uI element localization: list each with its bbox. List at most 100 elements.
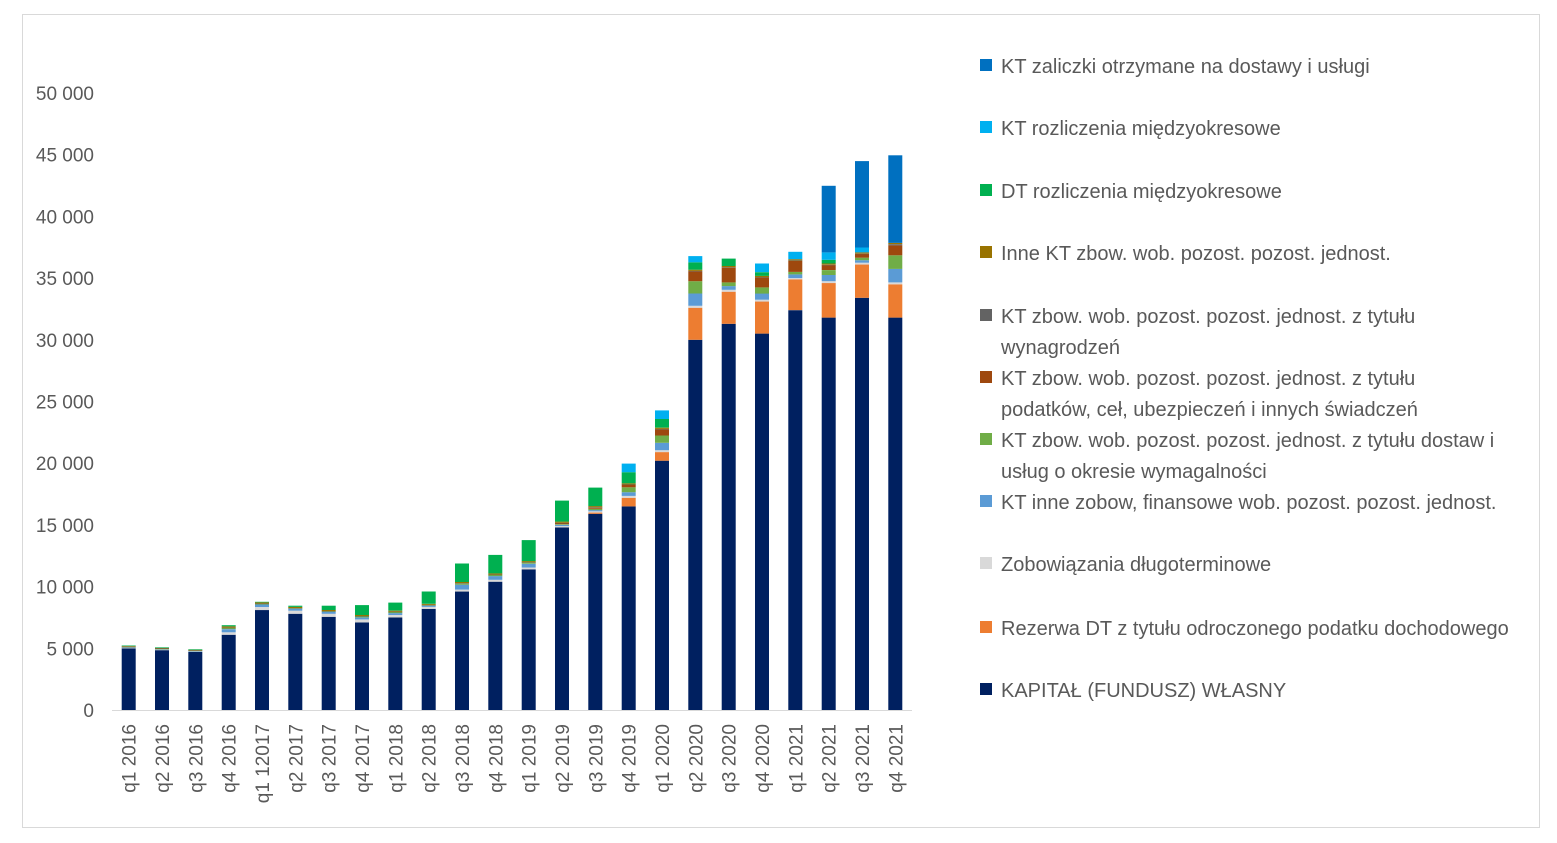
bars xyxy=(121,155,903,710)
bar-segment xyxy=(721,286,736,290)
bar-segment xyxy=(255,604,269,607)
bar-segment xyxy=(421,608,436,710)
bar-segment xyxy=(388,611,403,613)
bar-segment xyxy=(788,271,803,275)
bar-segment xyxy=(355,605,369,615)
bar-segment xyxy=(321,611,336,614)
bar-segment xyxy=(555,522,569,524)
bar-segment xyxy=(688,271,703,282)
bar-segment xyxy=(521,562,536,563)
bar-segment xyxy=(588,487,603,507)
bar-segment xyxy=(521,562,536,564)
bar-segment xyxy=(421,604,436,606)
x-axis-labels: q1 2016 q2 2016 q3 2016 q4 2016 q1 12017 q2 2… xyxy=(120,724,908,803)
bar-segment xyxy=(655,460,669,710)
bar-segment xyxy=(255,602,269,604)
bar-segment xyxy=(188,651,203,652)
y-tick-label: 5 000 xyxy=(46,639,94,660)
legend-swatch xyxy=(980,621,992,633)
legend-label: KAPITAŁ (FUNDUSZ) WŁASNY xyxy=(1001,680,1287,702)
bar-segment xyxy=(355,616,369,617)
bar-segment xyxy=(488,554,503,574)
legend-label: KT rozliczenia międzyokresowe xyxy=(1001,118,1281,140)
bar-segment xyxy=(755,277,769,288)
x-tick-label: q4 2019 xyxy=(620,724,641,793)
bar-segment xyxy=(755,277,769,278)
x-tick-label: q4 2016 xyxy=(220,724,241,793)
bar-segment xyxy=(555,524,569,527)
bar-segment xyxy=(255,610,269,710)
bar-segment xyxy=(788,260,803,261)
bar-segment xyxy=(821,275,836,282)
y-tick-label: 0 xyxy=(83,701,94,722)
bar-segment xyxy=(388,613,403,615)
x-tick-label: q3 2016 xyxy=(186,724,207,793)
bar-segment xyxy=(155,648,169,649)
bar-segment xyxy=(621,484,636,488)
bar-segment xyxy=(855,260,869,263)
bar-segment xyxy=(155,649,169,650)
legend-swatch xyxy=(980,683,992,695)
bar-segment xyxy=(288,607,303,608)
bar-segment xyxy=(755,272,769,276)
bar-segment xyxy=(888,155,903,243)
bar-segment xyxy=(221,632,236,635)
legend-swatch xyxy=(980,121,992,133)
bar-segment xyxy=(588,507,603,508)
bar-segment xyxy=(688,269,703,271)
bar-segment xyxy=(255,603,269,605)
bar-segment xyxy=(821,263,836,265)
bar-segment xyxy=(688,281,703,294)
bar-segment xyxy=(421,591,436,604)
bar-segment xyxy=(221,634,236,710)
bar-segment xyxy=(555,500,569,522)
bar-segment xyxy=(188,651,203,652)
legend-label: DT rozliczenia międzyokresowe xyxy=(1001,181,1282,203)
bar-segment xyxy=(455,582,469,584)
y-tick-label: 15 000 xyxy=(36,516,94,537)
x-tick-label: q4 2020 xyxy=(753,724,774,793)
bar-segment xyxy=(388,611,403,614)
bar-segment xyxy=(255,601,269,603)
bar-segment xyxy=(821,283,836,318)
bar-segment xyxy=(688,339,703,710)
legend-item: KT inne zobow, finansowe wob. pozost. po… xyxy=(980,488,1510,519)
bar-segment xyxy=(888,242,903,245)
bar-segment xyxy=(121,648,136,710)
bar-segment xyxy=(621,487,636,493)
bar-segment xyxy=(855,257,869,261)
bar-segment xyxy=(721,267,736,283)
bar-segment xyxy=(555,521,569,523)
bar-segment xyxy=(188,649,203,650)
bar-segment xyxy=(421,607,436,609)
bar-segment xyxy=(788,278,803,280)
bar-segment xyxy=(821,265,836,270)
x-tick-label: q3 2021 xyxy=(853,724,874,793)
bar-segment xyxy=(555,523,569,525)
x-tick-label: q1 2018 xyxy=(386,724,407,793)
legend-item: KT zbow. wob. pozost. pozost. jednost. z… xyxy=(980,426,1510,488)
x-tick-label: q2 2019 xyxy=(553,724,574,793)
x-tick-label: q3 2019 xyxy=(586,724,607,793)
bar-segment xyxy=(121,647,136,648)
bar-segment xyxy=(888,282,903,285)
bar-segment xyxy=(588,510,603,512)
bar-segment xyxy=(821,264,836,266)
bar-segment xyxy=(155,647,169,648)
bar-segment xyxy=(188,650,203,651)
bar-segment xyxy=(721,289,736,292)
legend-label: Rezerwa DT z tytułu odroczonego podatku … xyxy=(1001,618,1509,640)
x-tick-label: q1 2020 xyxy=(653,724,674,793)
y-tick-label: 20 000 xyxy=(36,454,94,475)
bar-segment xyxy=(655,450,669,453)
bar-segment xyxy=(455,583,469,584)
bar-segment xyxy=(621,483,636,485)
bar-segment xyxy=(855,252,869,254)
legend-swatch xyxy=(980,371,992,383)
bar-segment xyxy=(855,161,869,248)
bar-segment xyxy=(288,608,303,611)
bar-segment xyxy=(588,506,603,508)
bar-segment xyxy=(821,259,836,264)
legend-item: KT zbow. wob. pozost. pozost. jednost. z… xyxy=(980,302,1510,364)
x-tick-label: q1 2021 xyxy=(786,724,807,793)
